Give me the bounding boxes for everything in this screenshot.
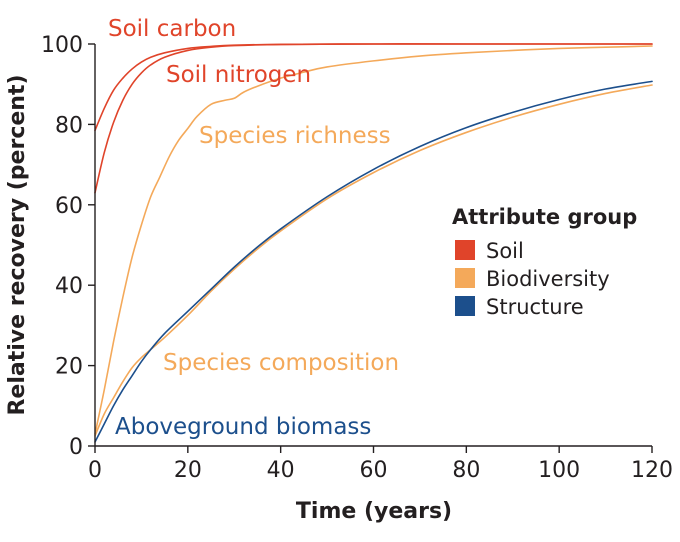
series-label-soil-nitrogen: Soil nitrogen bbox=[166, 62, 311, 88]
y-tick-label: 100 bbox=[41, 33, 83, 58]
x-tick-label: 80 bbox=[452, 458, 480, 483]
x-tick-label: 0 bbox=[88, 458, 102, 483]
y-axis-title: Relative recovery (percent) bbox=[5, 74, 30, 415]
legend-title: Attribute group bbox=[452, 205, 637, 229]
legend-swatch-biodiversity bbox=[455, 268, 475, 288]
y-tick-label: 80 bbox=[55, 113, 83, 138]
series-label-species-composition: Species composition bbox=[163, 350, 399, 376]
x-tick-label: 20 bbox=[174, 458, 202, 483]
legend-label-soil: Soil bbox=[486, 239, 524, 263]
y-tick-label: 20 bbox=[55, 355, 83, 380]
y-tick-label: 0 bbox=[69, 435, 83, 460]
series-label-soil-carbon: Soil carbon bbox=[108, 16, 236, 42]
legend-swatch-soil bbox=[455, 240, 475, 260]
x-axis-ticks: 0 20 40 60 80 100 120 bbox=[88, 446, 673, 483]
legend-swatch-structure bbox=[455, 296, 475, 316]
legend-label-biodiversity: Biodiversity bbox=[486, 267, 610, 291]
series-label-aboveground-biomass: Aboveground biomass bbox=[115, 414, 371, 440]
x-axis-title: Time (years) bbox=[296, 499, 452, 524]
curve-aboveground-biomass bbox=[94, 80, 653, 443]
y-tick-label: 60 bbox=[55, 194, 83, 219]
legend-label-structure: Structure bbox=[486, 295, 584, 319]
y-tick-label: 40 bbox=[55, 274, 83, 299]
x-tick-label: 40 bbox=[267, 458, 295, 483]
curve-soil-nitrogen bbox=[94, 43, 653, 194]
x-tick-label: 120 bbox=[631, 458, 673, 483]
x-tick-label: 60 bbox=[360, 458, 388, 483]
y-axis-ticks: 0 20 40 60 80 100 bbox=[41, 33, 95, 460]
x-tick-label: 100 bbox=[538, 458, 580, 483]
curve-species-composition bbox=[94, 84, 653, 437]
plot-curves bbox=[94, 43, 653, 443]
legend: Attribute group Soil Biodiversity Struct… bbox=[452, 205, 637, 319]
curve-species-richness bbox=[94, 45, 653, 435]
series-label-species-richness: Species richness bbox=[199, 123, 391, 149]
axes bbox=[94, 44, 652, 447]
